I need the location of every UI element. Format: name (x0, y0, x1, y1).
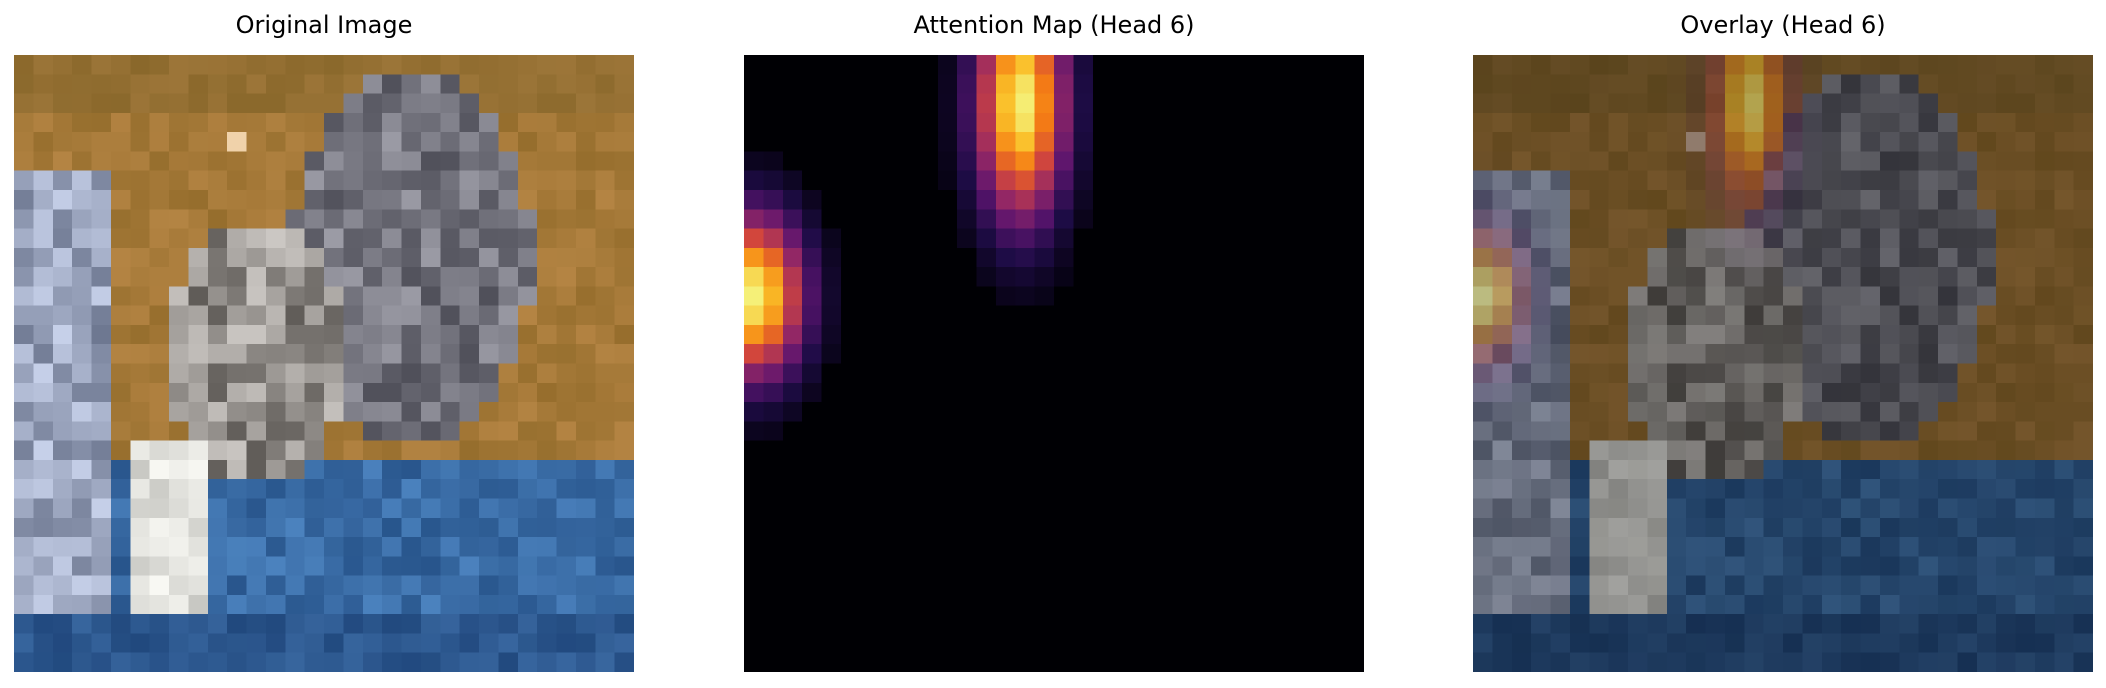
panel-original-image: Original Image (14, 0, 634, 688)
original-image (14, 55, 634, 672)
overlay-image (1473, 55, 2093, 672)
panel-overlay: Overlay (Head 6) (1473, 0, 2093, 688)
panel-attention-map: Attention Map (Head 6) (744, 0, 1364, 688)
panel-title-overlay: Overlay (Head 6) (1680, 11, 1886, 39)
panel-title-original: Original Image (235, 11, 413, 39)
panel-title-attention: Attention Map (Head 6) (913, 11, 1195, 39)
attention-map-image (744, 55, 1364, 672)
